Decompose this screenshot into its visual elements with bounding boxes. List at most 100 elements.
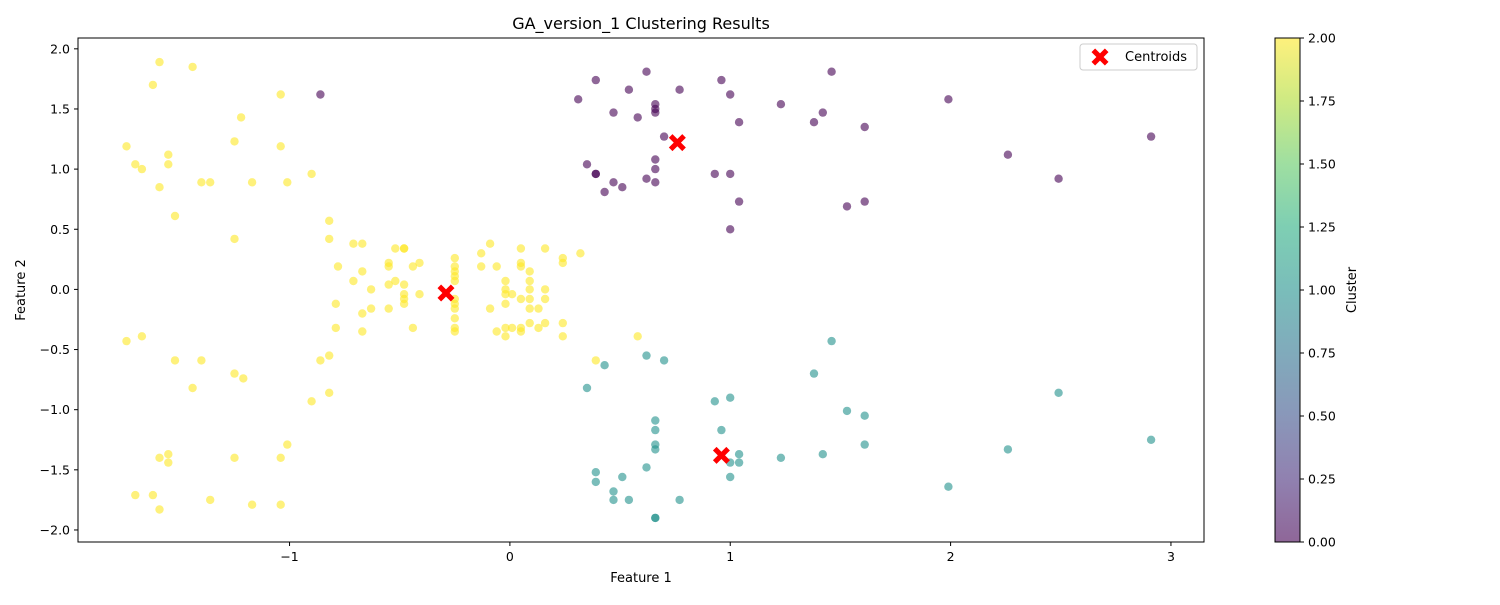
data-point — [558, 318, 567, 328]
data-point — [642, 67, 651, 76]
x-tick-label: 3 — [1167, 549, 1175, 564]
data-point — [944, 482, 953, 491]
data-point — [148, 80, 158, 90]
data-point — [450, 314, 459, 323]
data-point — [230, 453, 239, 462]
data-point — [399, 299, 409, 308]
data-point — [239, 374, 248, 383]
colorbar-tick-label: 0.25 — [1308, 472, 1336, 487]
data-point — [283, 440, 292, 449]
data-point — [492, 262, 501, 271]
data-point — [525, 285, 534, 294]
data-point — [624, 495, 634, 505]
data-point — [155, 505, 164, 514]
data-point — [609, 108, 618, 117]
data-point — [842, 406, 852, 416]
data-point — [516, 244, 526, 253]
data-point — [188, 383, 197, 393]
data-point — [582, 160, 592, 169]
data-point — [384, 280, 393, 289]
data-point — [726, 393, 735, 402]
data-point — [230, 137, 239, 146]
data-point — [1146, 435, 1156, 444]
data-point — [642, 463, 651, 472]
data-point — [734, 197, 744, 206]
data-point — [358, 309, 367, 318]
legend-label-centroids: Centroids — [1125, 50, 1187, 65]
data-point — [230, 234, 239, 244]
data-point — [675, 85, 684, 94]
data-point — [558, 258, 567, 268]
legend-centroid-marker — [1091, 48, 1109, 66]
data-point — [659, 356, 669, 365]
data-point — [776, 453, 786, 462]
data-point — [609, 487, 618, 496]
data-point — [170, 356, 180, 365]
data-point — [236, 113, 246, 122]
colorbar-tick-label: 0.75 — [1308, 346, 1336, 361]
data-point — [710, 397, 719, 406]
data-point — [1054, 388, 1063, 397]
data-point — [276, 453, 285, 462]
data-point — [734, 118, 744, 127]
x-axis-label: Feature 1 — [610, 571, 672, 586]
colorbar-ticks: 0.00 0.25 0.50 0.75 1.00 1.25 1.50 1.75 2.00 — [1300, 31, 1336, 550]
data-point — [717, 425, 726, 435]
data-point — [391, 276, 400, 286]
data-point — [827, 336, 836, 346]
data-point — [540, 294, 550, 304]
data-point — [860, 197, 869, 206]
data-point — [276, 500, 285, 509]
data-point — [591, 468, 600, 477]
data-point — [366, 285, 376, 294]
data-point — [349, 239, 358, 248]
data-point — [164, 160, 173, 169]
data-point — [408, 323, 418, 333]
plot-frame — [77, 37, 1205, 543]
data-point — [525, 267, 534, 276]
data-point — [415, 290, 424, 299]
x-axis: −1 0 1 2 3 — [280, 542, 1175, 564]
data-point — [591, 75, 600, 85]
y-tick-label: −2.0 — [40, 522, 70, 537]
data-point — [206, 495, 215, 505]
data-point — [618, 183, 627, 192]
data-point — [283, 178, 292, 187]
data-point — [331, 299, 340, 308]
data-point — [501, 276, 510, 286]
data-point — [477, 262, 486, 271]
y-tick-label: 0.0 — [50, 282, 70, 297]
data-point — [642, 174, 651, 183]
data-point — [659, 132, 669, 141]
data-point — [651, 513, 660, 523]
data-point — [540, 244, 550, 253]
data-point — [1054, 174, 1063, 183]
data-point — [164, 450, 173, 459]
colorbar-gradient — [1274, 37, 1301, 543]
data-point — [316, 356, 325, 365]
data-point — [651, 416, 660, 425]
data-point — [540, 285, 550, 294]
data-point — [734, 450, 744, 459]
colorbar-tick-label: 1.75 — [1308, 94, 1336, 109]
y-tick-label: −1.0 — [40, 402, 70, 417]
data-point — [230, 369, 239, 378]
data-point — [860, 411, 869, 420]
y-axis-label: Feature 2 — [14, 259, 29, 321]
y-tick-label: 1.5 — [50, 101, 70, 116]
data-point — [525, 318, 534, 328]
y-axis: −2.0 −1.5 −1.0 −0.5 0.0 0.5 1.0 1.5 2.0 — [40, 41, 78, 537]
data-point — [485, 304, 495, 313]
y-tick-label: −1.5 — [40, 462, 70, 477]
data-point — [675, 495, 684, 505]
legend-box — [1079, 43, 1198, 71]
data-point — [170, 211, 180, 221]
data-point — [276, 142, 285, 151]
data-point — [525, 294, 534, 304]
data-point — [450, 253, 459, 263]
y-tick-label: 2.0 — [50, 41, 70, 56]
data-point — [358, 327, 367, 336]
data-point — [325, 234, 334, 244]
